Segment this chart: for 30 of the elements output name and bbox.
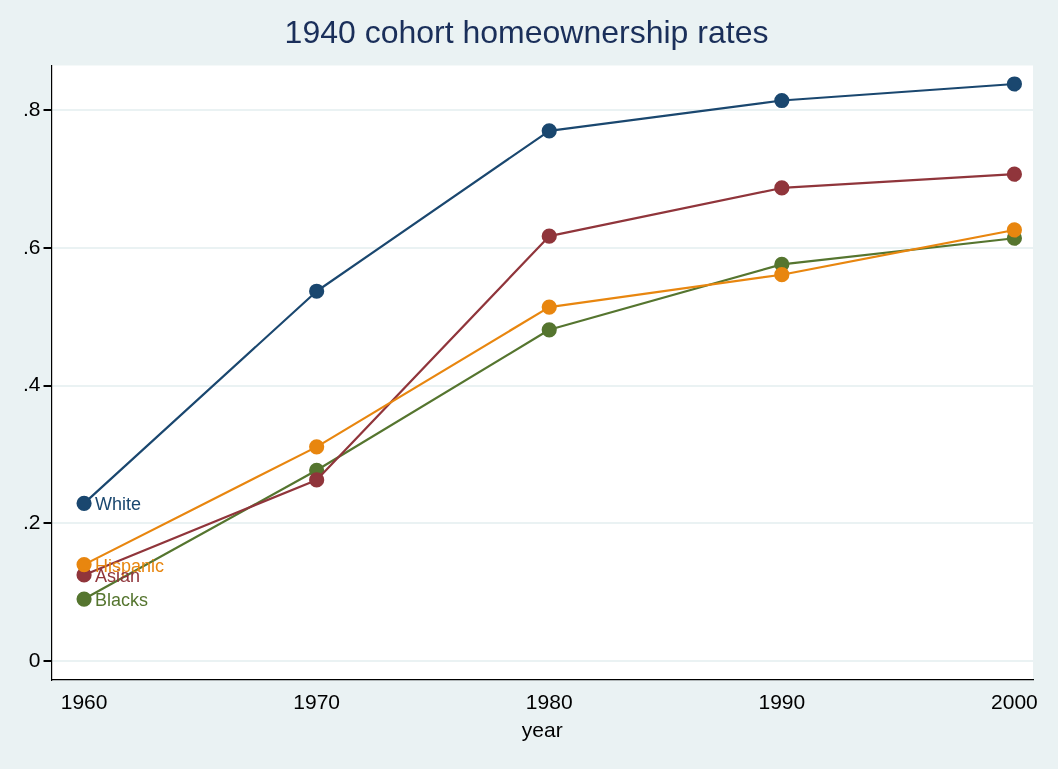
x-axis-title: year — [521, 718, 563, 742]
y-tick-label: .2 — [23, 510, 41, 534]
x-tick-label: 1970 — [293, 690, 341, 713]
point — [774, 180, 790, 196]
point — [1006, 166, 1022, 182]
x-tick-label: 1990 — [758, 690, 806, 713]
point — [774, 267, 790, 283]
x-tick-label: 2000 — [991, 690, 1038, 713]
y-tick-label: .4 — [23, 372, 41, 396]
point — [1006, 76, 1022, 92]
point — [541, 299, 557, 315]
point — [541, 322, 557, 338]
point — [76, 495, 92, 511]
x-tick-label: 1960 — [60, 690, 108, 713]
point — [541, 123, 557, 139]
chart-title: 1940 cohort homeownership rates — [284, 14, 769, 51]
y-tick-label: .8 — [23, 96, 41, 120]
point — [76, 557, 92, 573]
y-tick-label: .6 — [23, 234, 41, 258]
point — [541, 228, 557, 244]
point — [774, 92, 790, 109]
x-tick-label: 1980 — [525, 690, 573, 713]
series-label: Blacks — [95, 590, 149, 611]
series-label: White — [95, 494, 142, 515]
y-tick-label: 0 — [28, 647, 41, 671]
point — [309, 439, 325, 455]
point — [1006, 222, 1022, 238]
point — [76, 591, 92, 607]
point — [309, 472, 325, 488]
point — [309, 283, 325, 299]
